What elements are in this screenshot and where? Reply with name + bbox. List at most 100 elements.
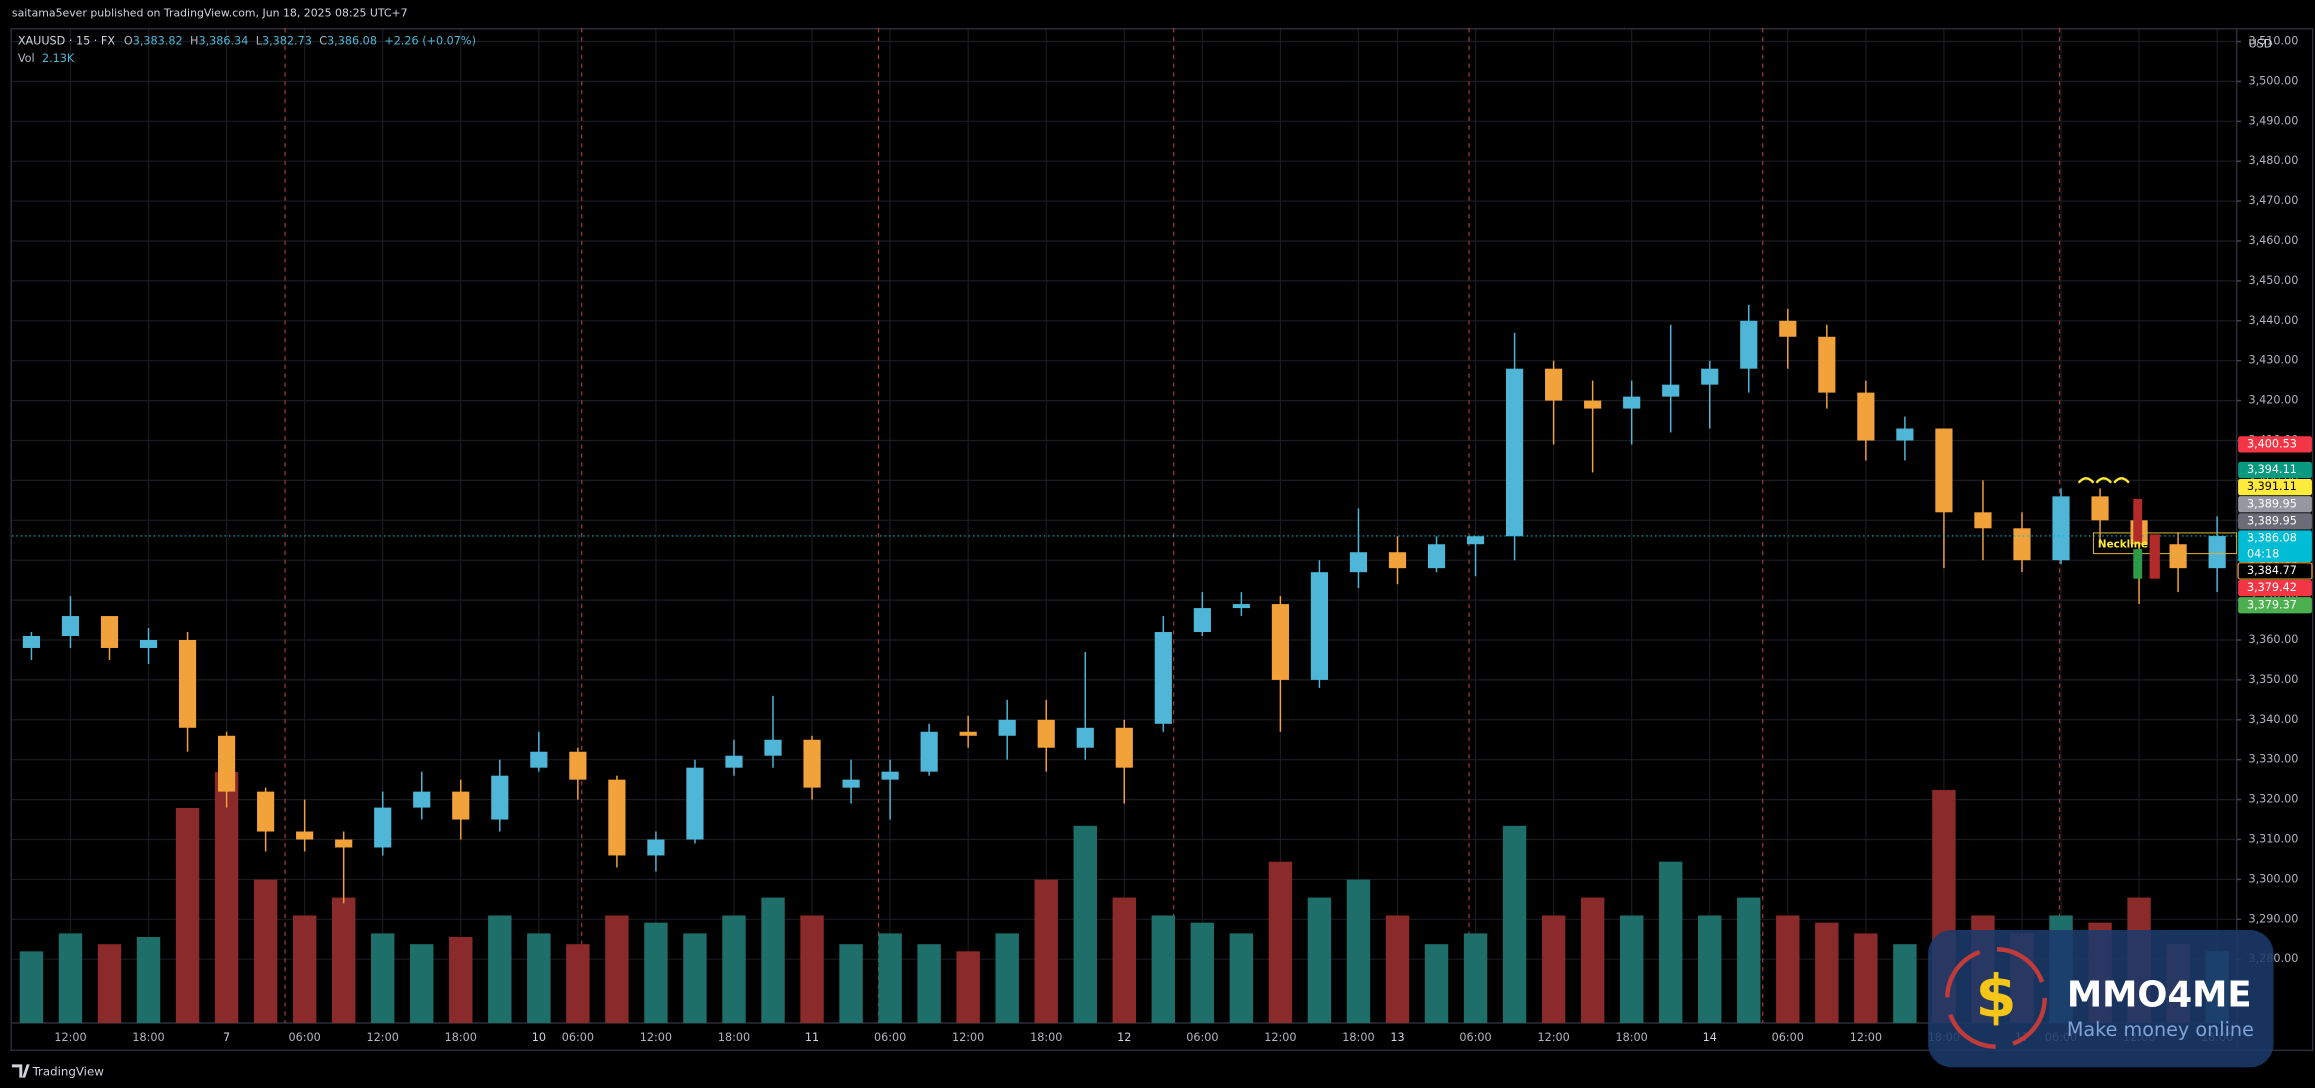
volume-bar (331, 897, 356, 1024)
y-tick-label: 3,310.00 (2248, 833, 2298, 846)
volume-bar (58, 933, 83, 1024)
volume-bar (136, 937, 161, 1024)
candle-body (1466, 536, 1485, 545)
volume-bar (527, 933, 551, 1024)
ohlc-value: 3,383.82 (133, 34, 183, 47)
volume-bar (722, 915, 746, 1024)
price-label: 3,389.95 (2247, 514, 2297, 527)
candle-body (686, 767, 704, 840)
volume-bar (97, 944, 122, 1024)
y-tick-label: 3,320.00 (2248, 793, 2298, 806)
candle-body (2013, 528, 2031, 561)
watermark-title: MMO4ME (2067, 974, 2252, 1015)
candle-body (1584, 400, 1602, 409)
candle-body (1740, 320, 1758, 369)
ohlc-key: O (124, 34, 133, 47)
candle-body (764, 739, 782, 756)
candle-body (1388, 552, 1407, 569)
x-tick-label: 10 (532, 1031, 546, 1044)
volume-bar (956, 951, 980, 1024)
volume-bar (449, 937, 473, 1024)
watermark-icon: $ (1975, 962, 2016, 1031)
candle-body (374, 807, 392, 848)
candle-body (1974, 512, 1992, 529)
y-tick-label: 3,500.00 (2248, 74, 2298, 87)
price-label-box (2238, 597, 2312, 614)
volume-legend: Vol 2.13K (18, 52, 75, 65)
volume-bar (1229, 933, 1254, 1024)
candle-body (452, 791, 470, 820)
price-label: 3,379.37 (2247, 598, 2297, 611)
x-tick-label: 18:00 (718, 1031, 750, 1044)
ohlc-value: 3,386.34 (198, 34, 248, 47)
x-tick-label: 18:00 (132, 1031, 164, 1044)
price-label: 3,389.95 (2247, 497, 2297, 510)
candle-body (1154, 632, 1172, 724)
position-target (2133, 549, 2143, 579)
y-tick-label: 3,440.00 (2248, 314, 2298, 327)
volume-bar (175, 807, 200, 1024)
price-label-box (2238, 579, 2312, 597)
y-tick-label: 3,290.00 (2248, 912, 2298, 925)
countdown: 04:18 (2247, 548, 2279, 561)
volume-bar (214, 772, 239, 1024)
position-risk (2149, 534, 2160, 579)
candle-body (2091, 496, 2109, 521)
volume-bar (1151, 915, 1176, 1024)
candle-body (1232, 604, 1250, 609)
volume-key: Vol (18, 52, 35, 65)
candle-body (842, 779, 860, 788)
y-tick-label: 3,510.00 (2248, 34, 2298, 47)
volume-bar (839, 944, 863, 1024)
x-tick-label: 11 (805, 1031, 819, 1044)
volume-bar (1385, 915, 1410, 1024)
price-label-box (2237, 562, 2313, 580)
x-tick-label: 12:00 (367, 1031, 399, 1044)
volume-bar (1541, 915, 1566, 1024)
candle-body (2052, 496, 2070, 561)
x-tick-label: 18:00 (1342, 1031, 1374, 1044)
y-tick-label: 3,470.00 (2248, 194, 2298, 207)
x-tick-label: 12:00 (1537, 1031, 1569, 1044)
candle-body (61, 616, 80, 637)
watermark: $ MMO4ME Make money online (1928, 930, 2274, 1068)
volume-bar (800, 915, 824, 1024)
candle-body (998, 719, 1016, 736)
price-label-box (2238, 530, 2312, 562)
watermark-subtitle: Make money online (2067, 1018, 2254, 1041)
price-label: 3,394.11 (2247, 463, 2297, 476)
price-label-box (2238, 436, 2312, 453)
candle-body (920, 731, 938, 772)
symbol: XAUUSD · 15 · FX (18, 34, 116, 47)
x-tick-label: 18:00 (445, 1031, 477, 1044)
x-tick-label: 06:00 (562, 1031, 594, 1044)
candle-body (1662, 384, 1680, 397)
price-label-box (2238, 513, 2312, 530)
publisher: saitama5ever published on TradingView.co… (12, 6, 408, 19)
candle-body (725, 755, 743, 768)
volume-bar (1073, 825, 1097, 1024)
volume-bar (1580, 897, 1605, 1024)
candle-body (1857, 392, 1875, 441)
x-tick-label: 18:00 (1030, 1031, 1062, 1044)
candle-body (1896, 428, 1914, 441)
volume-bar (917, 944, 941, 1024)
candle-body (1818, 336, 1836, 393)
watermark-ring (1945, 947, 2047, 1049)
volume-bar (1776, 915, 1800, 1024)
candle-body (2208, 535, 2226, 569)
candle-body (257, 791, 275, 832)
candle-body (22, 636, 41, 648)
candle-body (1779, 320, 1797, 337)
annotation: Neckline (2098, 539, 2148, 551)
volume-bar (1463, 933, 1488, 1024)
candle-body (139, 640, 158, 648)
x-tick-label: 06:00 (1186, 1031, 1218, 1044)
candle-body (1505, 368, 1524, 537)
volume-bar (878, 933, 902, 1024)
candle-body (413, 791, 431, 808)
x-tick-label: 7 (223, 1031, 230, 1044)
x-tick-label: 06:00 (289, 1031, 321, 1044)
volume-bar (1268, 861, 1293, 1024)
volume-bar (1658, 861, 1683, 1024)
